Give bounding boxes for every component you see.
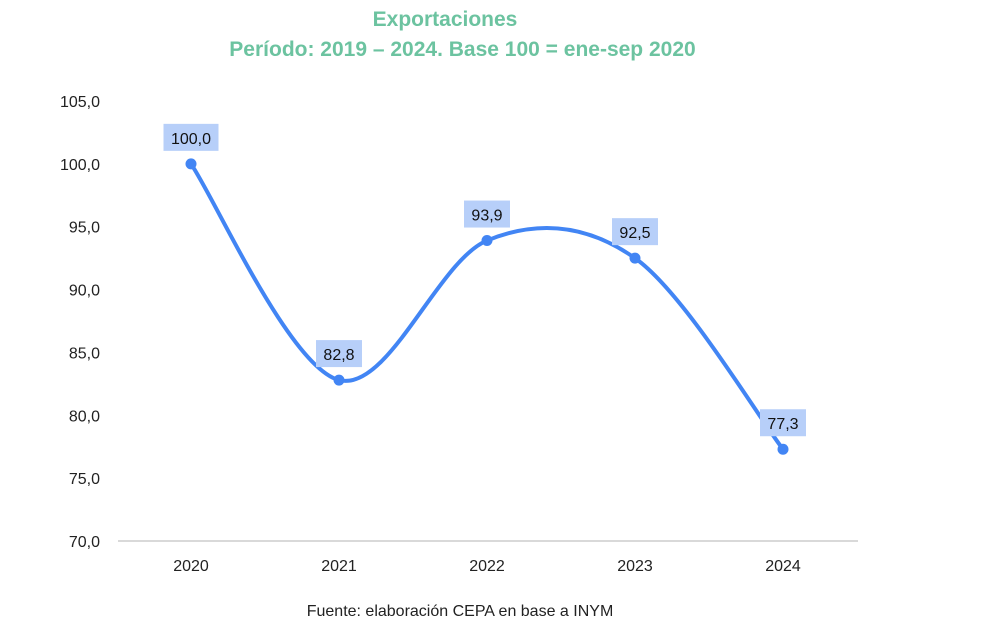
y-tick-label: 80,0: [69, 408, 100, 425]
data-point: [481, 235, 493, 247]
x-tick-label: 2020: [173, 558, 209, 575]
x-axis: 2020 2021 2022 2023 2024: [118, 540, 858, 575]
data-point: [185, 158, 197, 170]
source-note: Fuente: elaboración CEPA en base a INYM: [306, 603, 614, 620]
data-label-bg: [464, 200, 510, 228]
chart-subtitle: Período: 2019 – 2024. Base 100 = ene-sep…: [229, 38, 696, 61]
y-tick-label: 75,0: [69, 471, 100, 488]
data-point: [777, 443, 789, 455]
y-tick-label: 105,0: [60, 94, 100, 111]
x-tick-label: 2022: [469, 558, 505, 575]
data-point: [333, 374, 345, 386]
plot-area: 100,0 82,8 93,9 92,5 77,3: [163, 123, 806, 455]
x-tick-label: 2024: [765, 558, 801, 575]
series-line: [189, 161, 785, 452]
y-tick-label: 70,0: [69, 534, 100, 551]
data-label-bg: [612, 218, 658, 246]
y-tick-label: 90,0: [69, 283, 100, 300]
y-tick-label: 95,0: [69, 220, 100, 237]
data-label: 92,5: [619, 225, 650, 242]
chart-title: Exportaciones: [372, 8, 518, 31]
data-label: 93,9: [471, 208, 502, 225]
data-point: [629, 252, 641, 264]
y-tick-label: 85,0: [69, 345, 100, 362]
data-label-bg: [760, 409, 806, 437]
data-label: 100,0: [171, 131, 211, 148]
data-label: 82,8: [323, 347, 354, 364]
data-label: 77,3: [767, 416, 798, 433]
data-label-bg: [163, 123, 219, 151]
y-tick-label: 100,0: [60, 157, 100, 174]
x-tick-label: 2023: [617, 558, 653, 575]
y-axis: 70,0 75,0 80,0 85,0 90,0 95,0 100,0 105,0: [60, 94, 100, 551]
x-tick-label: 2021: [321, 558, 357, 575]
data-label-bg: [316, 340, 362, 368]
